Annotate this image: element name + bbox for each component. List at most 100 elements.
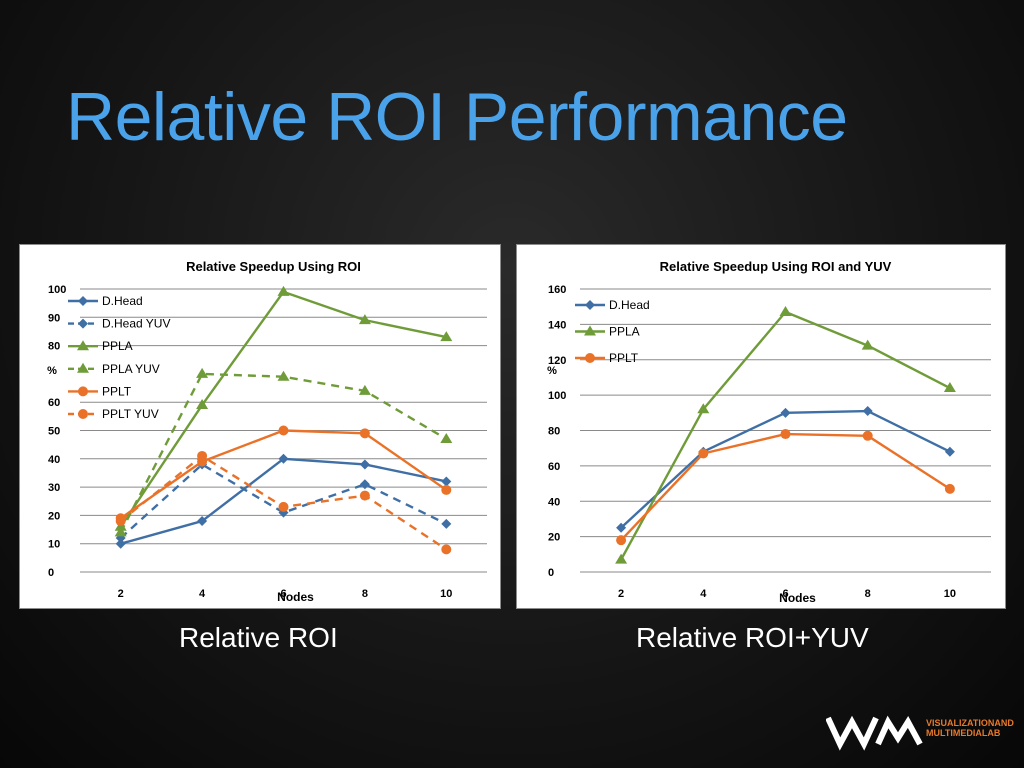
chart-panel-relative-roi-yuv: Relative Speedup Using ROI and YUV 0 20 40 6… (516, 244, 1006, 609)
data-point-d-head (359, 459, 370, 470)
data-point-d-head-yuv (441, 518, 452, 529)
data-point-pplt (359, 428, 370, 439)
legend-label: D.Head (609, 298, 650, 312)
slide-title: Relative ROI Performance (66, 79, 848, 155)
legend-label: PPLA (609, 325, 640, 339)
y-axis-label: % (547, 365, 557, 377)
x-tick-label: 4 (199, 588, 206, 600)
data-point-ppla-yuv (358, 384, 371, 395)
x-tick-label: 4 (700, 588, 707, 600)
data-point-d-head (441, 476, 452, 487)
legend-swatch-marker (78, 296, 88, 306)
legend-swatch-marker (584, 325, 596, 336)
data-point-pplt-yuv (197, 450, 208, 461)
chart-relative-speedup-roi-yuv: Relative Speedup Using ROI and YUV 0 20 40 6… (547, 259, 991, 605)
y-tick-label: 20 (548, 532, 560, 544)
y-tick-label: 60 (48, 397, 60, 409)
y-tick-label: 100 (548, 390, 566, 402)
y-tick-label: 10 (48, 539, 60, 551)
y-tick-label: 0 (48, 567, 54, 579)
data-point-ppla (196, 399, 209, 410)
series-ppla-yuv (114, 367, 453, 537)
data-point-d-head (780, 407, 791, 418)
chart-relative-speedup-roi: Relative Speedup Using ROI 0 10 20 30 40 50 60 8… (47, 259, 487, 604)
series-d-head (616, 406, 955, 533)
x-tick-label: 2 (118, 588, 124, 600)
data-point-pplt (278, 425, 289, 436)
legend-label: D.Head YUV (102, 317, 170, 331)
data-point-d-head-yuv (359, 479, 370, 490)
x-tick-label: 10 (440, 588, 452, 600)
legend: D.Head D.Head YUV PPLA PPLA YUV PPLT PPLT YUV (68, 294, 170, 421)
y-tick-label: 160 (548, 284, 566, 296)
series-ppla (615, 305, 956, 564)
series-ppla (114, 285, 453, 531)
data-point-pplt (616, 535, 627, 546)
x-tick-label: 10 (944, 588, 956, 600)
data-point-ppla (861, 339, 874, 350)
data-point-d-head (278, 453, 289, 464)
y-tick-label: 30 (48, 482, 60, 494)
series-line-pplt (620, 432, 951, 541)
lab-logo-line1: VISUALIZATIONAND (926, 718, 1014, 728)
legend-label: D.Head (102, 294, 143, 308)
chart-title: Relative Speedup Using ROI (186, 259, 361, 274)
x-tick-label: 8 (362, 588, 368, 600)
y-axis-label: % (47, 365, 57, 377)
data-point-ppla (615, 553, 628, 564)
chart-title: Relative Speedup Using ROI and YUV (660, 259, 892, 274)
data-point-pplt-yuv (441, 544, 452, 555)
data-point-ppla-yuv (277, 370, 290, 381)
data-point-pplt (780, 429, 791, 440)
y-tick-label: 120 (548, 355, 566, 367)
caption-relative-roi: Relative ROI (179, 622, 338, 653)
series-pplt (616, 429, 955, 546)
data-point-ppla-yuv (196, 367, 209, 378)
legend-label: PPLT (609, 351, 639, 365)
legend-swatch-marker (585, 353, 595, 363)
data-point-pplt-yuv (278, 501, 289, 512)
data-point-d-head (197, 516, 208, 527)
data-point-pplt (441, 484, 452, 495)
data-point-ppla-yuv (114, 526, 127, 537)
y-tick-label: 50 (48, 426, 60, 438)
lab-logo-mark (825, 715, 923, 751)
legend-swatch-marker (78, 386, 88, 397)
chart-panel-relative-roi: Relative Speedup Using ROI 0 10 20 30 40 50 60 8… (19, 244, 501, 609)
caption-relative-roi-yuv: Relative ROI+YUV (636, 622, 869, 653)
data-point-pplt (862, 430, 873, 441)
data-point-pplt (944, 483, 955, 494)
data-point-ppla (358, 314, 371, 325)
y-tick-label: 80 (48, 341, 60, 353)
y-tick-label: 40 (548, 496, 560, 508)
data-point-d-head (944, 446, 955, 457)
data-point-d-head (115, 538, 126, 549)
data-point-d-head (862, 406, 873, 417)
legend-swatch-marker (78, 409, 88, 419)
data-point-ppla-yuv (440, 432, 453, 443)
data-point-ppla (697, 403, 710, 414)
legend: D.Head PPLA PPLT (575, 298, 650, 365)
data-point-pplt-yuv (359, 490, 370, 501)
legend-label: PPLA YUV (102, 362, 160, 376)
x-tick-label: 6 (280, 588, 286, 600)
data-point-ppla (277, 285, 290, 296)
x-tick-label: 8 (865, 588, 871, 600)
legend-swatch-marker (77, 362, 89, 373)
series-d-head (115, 453, 452, 549)
y-tick-label: 140 (548, 319, 566, 331)
legend-swatch-marker (78, 318, 88, 329)
legend-swatch-marker (77, 340, 89, 351)
data-point-pplt-yuv (115, 516, 126, 527)
x-tick-label: 6 (782, 588, 788, 600)
x-axis-label: Nodes (779, 591, 816, 605)
legend-swatch-marker (585, 300, 595, 310)
y-tick-label: 100 (48, 284, 66, 296)
data-point-ppla (943, 382, 956, 393)
data-point-ppla (779, 305, 792, 316)
data-point-ppla (440, 331, 453, 342)
y-tick-label: 20 (48, 510, 60, 522)
y-tick-label: 80 (548, 426, 560, 438)
series-line-d-head-yuv (119, 463, 447, 539)
y-tick-label: 90 (48, 312, 60, 324)
